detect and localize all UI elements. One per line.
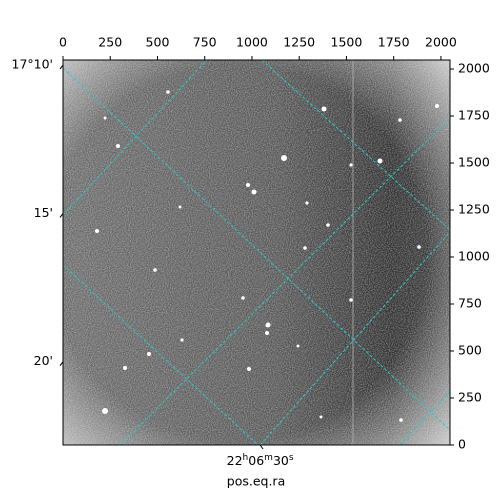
x-tick-label: 1750: [378, 35, 410, 50]
x-tick-label: 250: [98, 35, 122, 50]
x-tick-label: 1000: [236, 35, 268, 50]
frame: [62, 59, 451, 446]
dec-tick-label: 15': [34, 205, 53, 220]
x-axis-label: pos.eq.ra: [227, 474, 285, 489]
y-tick-label: 500: [458, 343, 482, 358]
y-tick-label: 250: [458, 390, 482, 405]
dec-tick: [59, 213, 64, 218]
y-tick-label: 1500: [458, 155, 490, 170]
y-tick-label: 0: [458, 437, 466, 452]
dec-tick: [59, 361, 64, 367]
coordinate-grid: [63, 60, 450, 445]
y-tick-label: 2000: [458, 61, 490, 76]
x-tick-label: 0: [59, 35, 67, 50]
x-tick-label: 1250: [283, 35, 315, 50]
ra-number: 30: [273, 453, 289, 468]
y-tick-label: 1750: [458, 108, 490, 123]
x-tick-label: 2000: [425, 35, 457, 50]
y-tick-label: 1000: [458, 249, 490, 264]
ra-unit: m: [264, 453, 273, 463]
y-tick-label: 1250: [458, 202, 490, 217]
ra-unit: s: [289, 453, 294, 463]
dec-tick: [59, 64, 64, 70]
dec-tick-label: 17°10': [12, 57, 54, 72]
y-tick-label: 750: [458, 296, 482, 311]
ra-tick: [259, 444, 264, 450]
stars: [95, 90, 439, 422]
ra-unit: h: [243, 453, 249, 463]
ra-number: 06: [248, 453, 264, 468]
x-tick-label: 1500: [331, 35, 363, 50]
ra-tick-label: 22h06m30s: [227, 453, 294, 468]
ra-number: 22: [227, 453, 243, 468]
x-tick-label: 500: [146, 35, 170, 50]
image: [63, 60, 450, 445]
dec-tick-label: 20': [34, 353, 53, 368]
x-tick-label: 750: [193, 35, 217, 50]
